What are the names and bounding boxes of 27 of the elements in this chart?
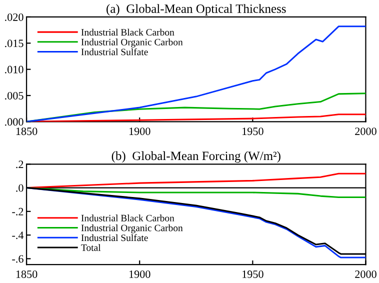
- y-tick-label: .010: [5, 66, 24, 74]
- x-tick-label: 1900: [129, 270, 150, 278]
- y-tick-label: .000: [5, 118, 24, 126]
- y-tick-label: .005: [5, 92, 24, 100]
- y-tick-label: .0: [16, 184, 24, 192]
- legend-label: Total: [81, 244, 101, 251]
- x-tick-label: 2000: [355, 270, 376, 278]
- y-tick-label: -.2: [12, 208, 24, 216]
- x-tick-label: 2000: [355, 128, 376, 136]
- x-tick-label: 1850: [16, 270, 38, 278]
- legend-label: Industrial Organic Carbon: [81, 38, 183, 48]
- y-tick-label: -.6: [12, 255, 24, 263]
- chart-title: (a) Global-Mean Optical Thickness: [106, 4, 286, 16]
- legend-label: Industrial Sulfate: [81, 234, 148, 242]
- legend-label: Industrial Black Carbon: [81, 214, 174, 222]
- y-tick-label: .2: [16, 160, 24, 168]
- chart-title: (b) Global-Mean Forcing (W/m²): [112, 151, 280, 163]
- x-tick-label: 1900: [129, 128, 150, 136]
- x-tick-label: 1950: [242, 128, 264, 136]
- x-tick-label: 1950: [242, 270, 264, 278]
- y-tick-label: .015: [5, 40, 24, 48]
- legend-label: Industrial Organic Carbon: [81, 224, 183, 234]
- legend-label: Industrial Sulfate: [81, 48, 148, 56]
- y-tick-label: -.4: [12, 232, 24, 240]
- x-tick-label: 1850: [16, 128, 38, 136]
- y-tick-label: .020: [5, 13, 24, 21]
- legend-label: Industrial Black Carbon: [81, 28, 174, 36]
